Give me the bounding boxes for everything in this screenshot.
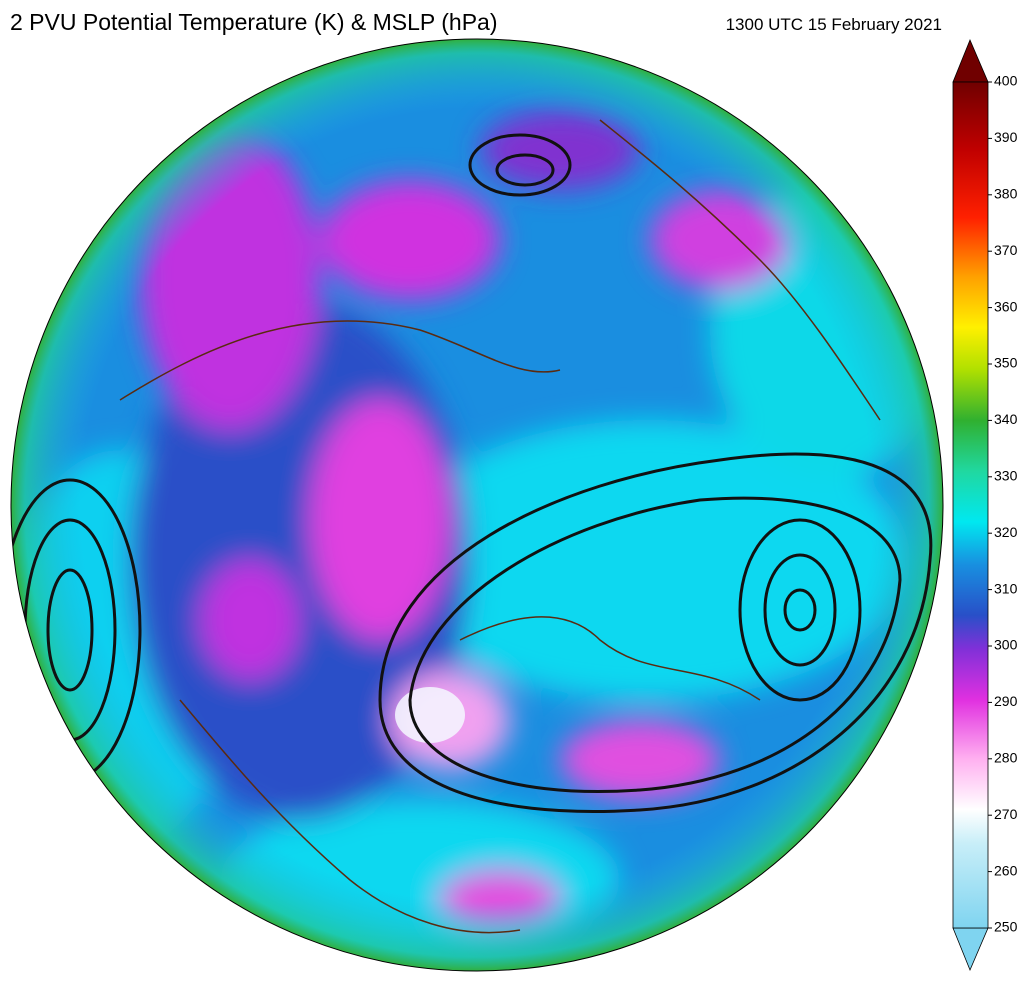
colorbar-tick-label: 250 <box>994 919 1018 935</box>
colorbar-tick-label: 310 <box>994 580 1018 596</box>
colorbar-tick-label: 280 <box>994 750 1018 766</box>
colorbar-tick-label: 320 <box>994 524 1018 540</box>
title: 2 PVU Potential Temperature (K) & MSLP (… <box>10 9 497 35</box>
colorbar-tick-label: 300 <box>994 637 1018 653</box>
colorbar-tick-label: 260 <box>994 862 1018 878</box>
map <box>11 39 943 971</box>
colorbar-tick-label: 350 <box>994 355 1018 371</box>
colorbar-tick-label: 400 <box>994 73 1018 89</box>
colorbar-tick-label: 290 <box>994 693 1018 709</box>
globe-border <box>10 38 944 972</box>
colorbar-tick-label: 390 <box>994 129 1018 145</box>
colorbar-tick-label: 360 <box>994 298 1018 314</box>
colorbar-tick-label: 370 <box>994 242 1018 258</box>
colorbar <box>952 38 989 972</box>
colorbar-tick-label: 380 <box>994 186 1018 202</box>
colorbar-tick-label: 340 <box>994 411 1018 427</box>
colorbar-tick-label: 270 <box>994 806 1018 822</box>
colorbar-tick-label: 330 <box>994 468 1018 484</box>
valid-time: 1300 UTC 15 February 2021 <box>726 15 942 34</box>
